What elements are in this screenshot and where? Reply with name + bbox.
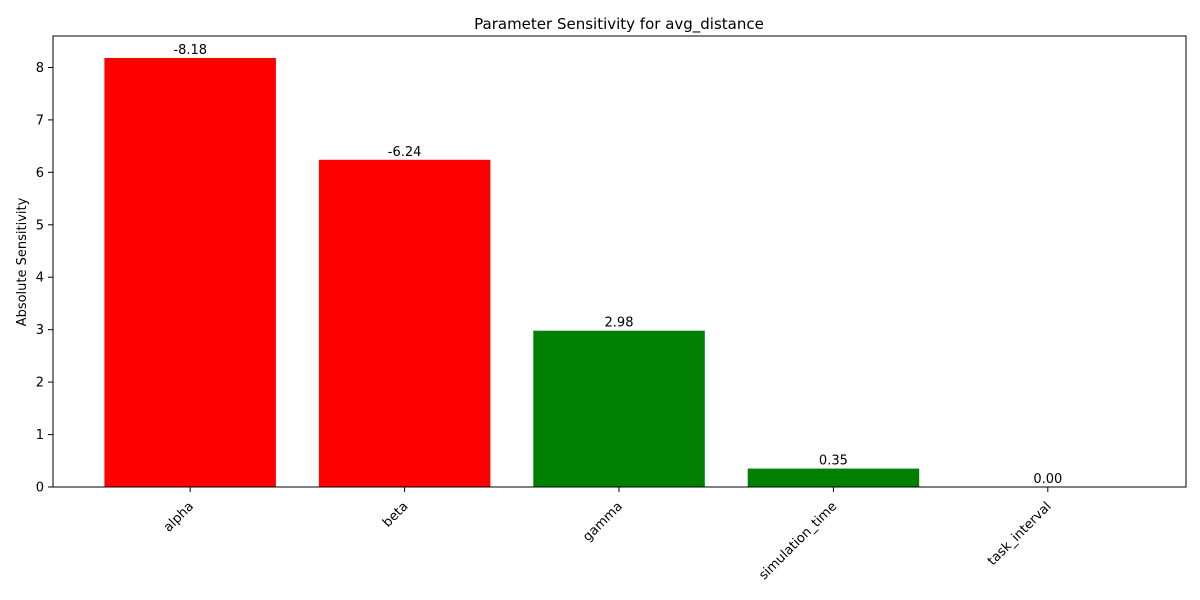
chart-title: Parameter Sensitivity for avg_distance (474, 15, 764, 34)
bar-value-label: 2.98 (605, 316, 634, 331)
x-tick-label: beta (380, 499, 411, 530)
x-tick-label: simulation_time (756, 499, 840, 583)
y-tick-label: 6 (36, 166, 44, 181)
y-tick-label: 5 (36, 218, 44, 233)
y-tick-label: 3 (36, 323, 44, 338)
x-tick-label: gamma (580, 499, 626, 545)
bar-alpha (104, 58, 276, 487)
y-tick-label: 2 (36, 376, 44, 391)
bars-group (104, 58, 920, 488)
bar-value-label: 0.35 (819, 454, 848, 469)
y-axis-ticks: 0 1 2 3 4 5 6 7 8 (36, 61, 53, 496)
bar-value-label: -6.24 (388, 145, 422, 160)
y-axis-label: Absolute Sensitivity (15, 197, 30, 326)
x-axis-ticks: alpha beta gamma simulation_time task_interv… (161, 487, 1055, 583)
y-tick-label: 1 (36, 428, 44, 443)
x-tick-label: alpha (161, 499, 197, 535)
x-tick-label: task_interval (985, 499, 1055, 569)
y-tick-label: 8 (36, 61, 44, 76)
bar-simulation-time (747, 468, 920, 487)
bar-labels-group: -8.18 -6.24 2.98 0.35 0.00 (173, 43, 1062, 487)
bar-gamma (533, 330, 705, 487)
bar-value-label: 0.00 (1033, 472, 1062, 487)
bar-beta (318, 159, 491, 488)
y-tick-label: 7 (36, 113, 44, 128)
plot-frame (52, 35, 1187, 488)
y-tick-label: 4 (36, 271, 44, 286)
y-tick-label: 0 (36, 481, 44, 496)
bar-value-label: -8.18 (173, 43, 207, 58)
